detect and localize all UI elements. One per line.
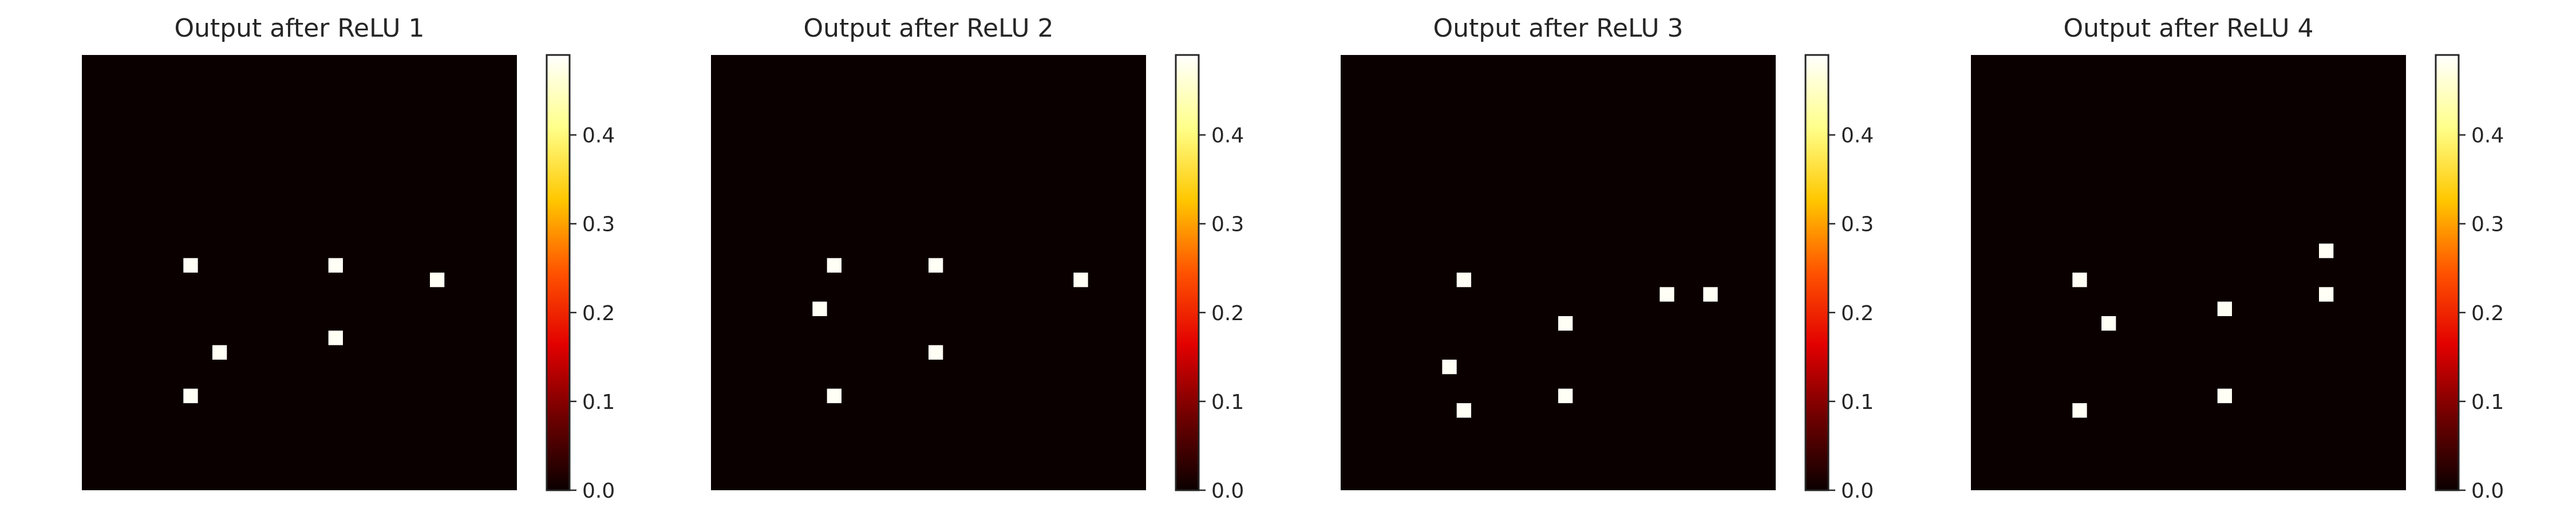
colorbar-tick-label: 0.3 xyxy=(582,213,615,237)
active-pixel xyxy=(1558,316,1573,331)
colorbar-tick-label: 0.3 xyxy=(1211,213,1244,237)
colorbar-tick-label: 0.0 xyxy=(2471,479,2504,503)
active-pixel xyxy=(1073,273,1088,287)
active-pixel xyxy=(812,301,827,316)
active-pixel xyxy=(1442,360,1457,375)
active-pixel xyxy=(2072,403,2087,418)
colorbar-tick-label: 0.2 xyxy=(1841,302,1874,325)
panel-title: Output after ReLU 4 xyxy=(2063,14,2313,43)
active-pixel xyxy=(1558,388,1573,403)
colorbar xyxy=(1176,55,1199,490)
heatmap-image xyxy=(1341,55,1776,490)
colorbar-tick-label: 0.1 xyxy=(2471,391,2504,414)
heatmap-image xyxy=(82,55,517,490)
colorbar-frame xyxy=(546,54,571,491)
colorbar-tick-label: 0.3 xyxy=(1841,213,1874,237)
colorbar-tick-label: 0.2 xyxy=(2471,302,2504,325)
colorbar-tick-label: 0.2 xyxy=(582,302,615,325)
heatmap-panel-4: Output after ReLU 4 0.0 0.1 0.2 0.3 0.4 xyxy=(1971,14,2504,503)
colorbar-tick-label: 0.4 xyxy=(582,124,615,148)
colorbar xyxy=(547,55,570,490)
active-pixel xyxy=(183,258,198,273)
active-pixel xyxy=(328,330,343,345)
active-pixel xyxy=(2217,301,2232,316)
colorbar-tick-label: 0.4 xyxy=(1841,124,1874,148)
active-pixel xyxy=(2217,388,2232,403)
colorbar-tick-label: 0.0 xyxy=(582,479,615,503)
active-pixel xyxy=(328,258,343,273)
colorbar-tick-label: 0.0 xyxy=(1211,479,1244,503)
colorbar-tick-label: 0.2 xyxy=(1211,302,1244,325)
active-pixel xyxy=(2072,273,2087,287)
active-pixel xyxy=(1456,273,1471,287)
active-pixel xyxy=(1456,403,1471,418)
heatmap-panel-1: Output after ReLU 1 0.0 0.1 0.2 0.3 0.4 xyxy=(82,14,615,503)
colorbar xyxy=(1805,55,1828,490)
colorbar-tick-label: 0.4 xyxy=(1211,124,1244,148)
active-pixel xyxy=(430,273,445,287)
colorbar-frame xyxy=(2435,54,2460,491)
active-pixel xyxy=(929,258,943,273)
active-pixel xyxy=(827,388,841,403)
heatmap-panel-2: Output after ReLU 2 0.0 0.1 0.2 0.3 0.4 xyxy=(711,14,1244,503)
colorbar xyxy=(2436,55,2459,490)
active-pixel xyxy=(929,345,943,360)
panel-title: Output after ReLU 2 xyxy=(803,14,1053,43)
active-pixel xyxy=(2319,243,2334,258)
colorbar-tick-label: 0.1 xyxy=(582,391,615,414)
active-pixel xyxy=(212,345,227,360)
panel-title: Output after ReLU 3 xyxy=(1433,14,1683,43)
active-pixel xyxy=(827,258,841,273)
colorbar-tick-label: 0.3 xyxy=(2471,213,2504,237)
colorbar-tick-label: 0.0 xyxy=(1841,479,1874,503)
heatmap-image xyxy=(1971,55,2406,490)
colorbar-tick-label: 0.1 xyxy=(1841,391,1874,414)
active-pixel xyxy=(2101,316,2116,331)
active-pixel xyxy=(183,388,198,403)
colorbar-tick-label: 0.1 xyxy=(1211,391,1244,414)
panel-title: Output after ReLU 1 xyxy=(174,14,424,43)
active-pixel xyxy=(1703,287,1718,302)
active-pixel xyxy=(1660,287,1674,302)
colorbar-tick-label: 0.4 xyxy=(2471,124,2504,148)
heatmap-panel-3: Output after ReLU 3 0.0 0.1 0.2 0.3 0.4 xyxy=(1341,14,1874,503)
colorbar-frame xyxy=(1804,54,1830,491)
colorbar-frame xyxy=(1175,54,1200,491)
active-pixel xyxy=(2319,287,2334,302)
